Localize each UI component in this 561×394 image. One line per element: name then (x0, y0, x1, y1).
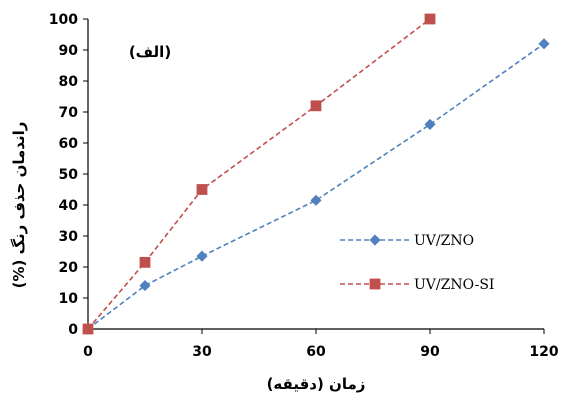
series-1 (82, 38, 550, 335)
y-tick-label: 40 (59, 198, 79, 214)
y-tick-label: 60 (59, 136, 79, 152)
y-tick-label: 30 (59, 229, 79, 245)
series-group (82, 13, 550, 335)
y-tick-label: 80 (59, 74, 79, 90)
x-tick-label: 60 (306, 344, 326, 360)
x-axis-title: زمان (دقیقه) (267, 375, 366, 393)
y-axis-title: (%) راندمان حذف رنگ (10, 122, 28, 289)
y-tick-label: 100 (49, 12, 78, 28)
data-point (424, 13, 436, 25)
x-tick-label: 90 (420, 344, 440, 360)
series-line (87, 43, 545, 330)
data-point (538, 38, 550, 50)
legend-item: UV/ZNO-SI (340, 277, 494, 293)
y-tick-label: 10 (59, 291, 79, 307)
legend-label: UV/ZNO-SI (414, 277, 494, 293)
data-point (196, 184, 208, 195)
data-point (196, 250, 208, 262)
data-point (139, 280, 151, 292)
x-tick-label: 30 (192, 344, 212, 360)
data-point (82, 323, 94, 335)
x-tick-label: 120 (529, 344, 558, 360)
y-tick-label: 70 (59, 105, 79, 121)
axes: 0 10 20 30 40 50 60 70 80 90 100 0 30 60 90 120 (49, 12, 559, 360)
legend-label: UV/ZNO (414, 233, 474, 249)
legend: UV/ZNO UV/ZNO-SI (340, 233, 494, 293)
panel-label: (الف) (129, 43, 171, 61)
y-tick-label: 90 (59, 43, 79, 59)
x-tick-label: 0 (83, 344, 93, 360)
data-point (310, 194, 322, 206)
y-tick-label: 20 (59, 260, 79, 276)
series-2 (82, 13, 436, 335)
y-tick-label: 50 (59, 167, 79, 183)
legend-marker (369, 278, 381, 290)
data-point (310, 100, 322, 112)
y-tick-label: 0 (68, 322, 78, 338)
legend-item: UV/ZNO (340, 233, 474, 249)
data-point (139, 256, 151, 268)
data-point (424, 118, 436, 130)
legend-marker (369, 234, 381, 246)
